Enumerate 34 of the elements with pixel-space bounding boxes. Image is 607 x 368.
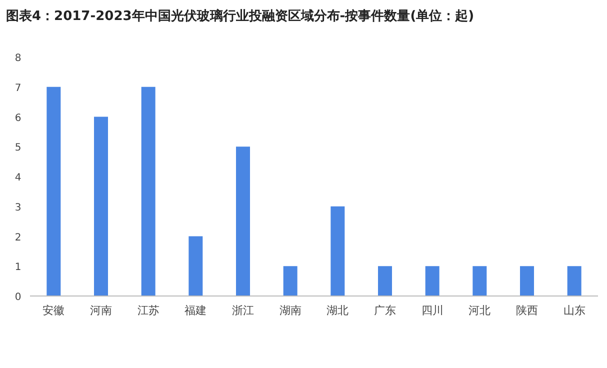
bar — [520, 266, 534, 296]
bar — [283, 266, 298, 296]
x-tick-label: 四川 — [421, 304, 444, 317]
bar — [46, 86, 61, 296]
y-tick-label: 3 — [14, 202, 22, 214]
y-tick-label: 7 — [14, 82, 22, 94]
bar — [330, 206, 345, 296]
bar — [472, 266, 487, 296]
x-tick-label: 湖南 — [279, 304, 302, 317]
y-tick-label: 8 — [14, 53, 22, 64]
bar — [567, 266, 582, 296]
y-tick-label: 5 — [14, 142, 22, 154]
x-tick-label: 河南 — [90, 304, 112, 317]
x-tick-label: 广东 — [374, 304, 396, 317]
bar — [141, 86, 156, 296]
x-tick-label: 山东 — [563, 304, 586, 317]
x-tick-label: 湖北 — [326, 304, 349, 317]
x-tick-label: 陕西 — [516, 304, 538, 317]
y-tick-label: 2 — [14, 232, 22, 244]
bar — [188, 236, 203, 296]
x-tick-label: 江苏 — [137, 304, 160, 317]
y-tick-label: 4 — [14, 172, 22, 184]
bar — [378, 266, 392, 296]
x-tick-label: 安徽 — [42, 304, 65, 317]
bar — [94, 116, 108, 296]
y-tick-label: 6 — [14, 112, 22, 124]
chart-title: 图表4：2017-2023年中国光伏玻璃行业投融资区域分布-按事件数量(单位：起) — [6, 8, 474, 24]
y-tick-label: 0 — [14, 292, 22, 303]
bar — [425, 266, 440, 296]
y-tick-label: 1 — [14, 262, 22, 274]
x-tick-label: 河北 — [468, 304, 491, 317]
x-tick-label: 福建 — [184, 304, 207, 317]
bar — [236, 146, 250, 296]
x-tick-label: 浙江 — [232, 304, 254, 317]
